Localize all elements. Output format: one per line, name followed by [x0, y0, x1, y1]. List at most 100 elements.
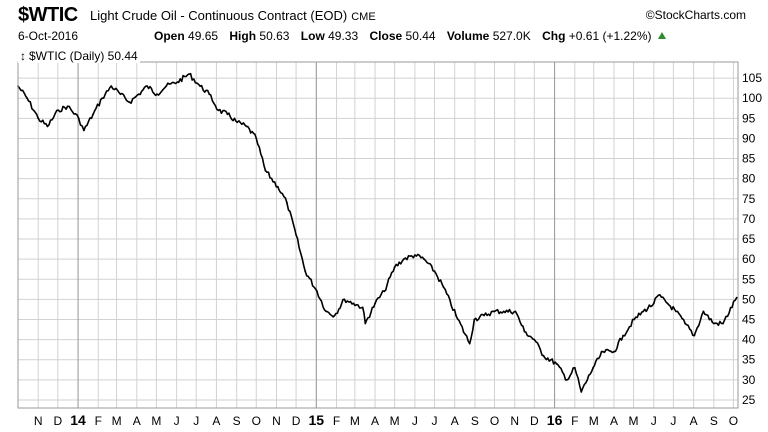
- series-legend: ↕ $WTIC (Daily) 50.44: [18, 49, 140, 63]
- data-point: [374, 302, 376, 305]
- data-point: [226, 113, 229, 116]
- x-tick-label: F: [571, 414, 578, 428]
- data-point: [208, 93, 211, 96]
- y-tick-label: 80: [742, 172, 756, 186]
- data-point: [361, 306, 364, 309]
- x-tick-label: D: [530, 414, 539, 428]
- x-tick-label: M: [390, 414, 400, 428]
- y-tick-label: 45: [742, 312, 756, 326]
- data-point: [414, 254, 416, 256]
- data-point: [702, 310, 705, 313]
- data-point: [684, 322, 686, 325]
- data-point: [592, 366, 594, 369]
- data-point: [542, 354, 545, 357]
- data-point: [146, 85, 149, 87]
- x-tick-label: D: [53, 414, 62, 428]
- data-point: [468, 342, 471, 345]
- y-tick-label: 105: [742, 71, 762, 85]
- data-point: [652, 302, 655, 305]
- data-point: [304, 270, 307, 273]
- x-tick-label: N: [272, 414, 281, 428]
- close-label: Close: [369, 29, 403, 43]
- data-point: [188, 73, 190, 75]
- volume-value: 527.0K: [492, 29, 531, 43]
- data-point: [276, 185, 279, 188]
- x-tick-label: S: [233, 414, 241, 428]
- data-point: [325, 310, 327, 313]
- data-point: [442, 286, 445, 289]
- data-point: [722, 322, 724, 325]
- data-point: [286, 201, 288, 204]
- data-point: [26, 97, 28, 100]
- data-point: [555, 362, 558, 365]
- data-point: [46, 125, 49, 128]
- y-tick-label: 75: [742, 192, 756, 206]
- plot-frame: [17, 61, 739, 409]
- x-tick-label: J: [651, 414, 657, 428]
- data-point: [735, 296, 738, 299]
- data-point: [383, 290, 386, 293]
- y-axis-labels: 25 30 35 40 45 50 55 60 65 70 75 80 85 90 95 100 105: [742, 71, 762, 407]
- data-point: [199, 85, 202, 87]
- data-point: [364, 322, 367, 325]
- x-tick-label: A: [451, 414, 459, 428]
- data-point: [483, 314, 485, 317]
- data-point: [57, 109, 60, 112]
- exchange: CME: [351, 11, 376, 23]
- data-point: [37, 117, 40, 120]
- data-point: [295, 234, 297, 236]
- x-tick-label: M: [112, 414, 122, 428]
- data-point: [352, 302, 355, 305]
- data-point: [77, 117, 80, 120]
- data-point: [493, 310, 496, 313]
- data-point: [514, 310, 517, 313]
- y-tick-label: 35: [742, 353, 756, 367]
- x-tick-label: O: [490, 414, 499, 428]
- y-tick-label: 100: [742, 91, 762, 105]
- x-tick-label: F: [95, 414, 102, 428]
- data-point: [573, 366, 576, 369]
- data-point: [666, 302, 669, 305]
- data-point: [622, 334, 624, 337]
- y-tick-label: 25: [742, 393, 756, 407]
- quote-line: Open 49.65 High 50.63 Low 49.33 Close 50…: [148, 29, 668, 43]
- y-tick-label: 70: [742, 212, 756, 226]
- x-tick-label: 14: [70, 412, 86, 428]
- data-point: [712, 322, 715, 325]
- brand-link[interactable]: ©StockCharts.com: [645, 8, 746, 22]
- x-tick-label: D: [292, 414, 301, 428]
- data-point: [316, 290, 318, 293]
- data-point: [613, 350, 615, 353]
- data-point: [423, 258, 425, 260]
- data-point: [66, 105, 69, 108]
- data-point: [110, 85, 113, 87]
- data-point: [176, 81, 179, 83]
- x-tick-label: M: [629, 414, 639, 428]
- close-value: 50.44: [405, 29, 436, 43]
- y-tick-label: 85: [742, 152, 756, 166]
- year-divider-lines: [77, 62, 556, 408]
- x-tick-label: M: [151, 414, 161, 428]
- data-point: [455, 314, 457, 317]
- x-tick-label: J: [431, 414, 437, 428]
- volume-label: Volume: [446, 29, 490, 43]
- x-tick-label: S: [710, 414, 718, 428]
- data-point: [165, 85, 168, 87]
- low-value: 49.33: [328, 29, 359, 43]
- data-point: [393, 266, 396, 269]
- data-point: [255, 137, 258, 140]
- x-tick-label: J: [412, 414, 418, 428]
- symbol: $WTIC: [18, 4, 78, 26]
- data-point: [657, 294, 660, 297]
- data-point: [566, 378, 568, 381]
- x-tick-label: F: [333, 414, 340, 428]
- data-point: [642, 310, 645, 313]
- legend-text: $WTIC (Daily) 50.44: [29, 49, 138, 63]
- data-point: [119, 93, 122, 96]
- y-tick-label: 55: [742, 272, 756, 286]
- x-tick-label: A: [610, 414, 618, 428]
- data-point: [236, 121, 239, 124]
- chart-header: $WTIC Light Crude Oil - Continuous Contr…: [0, 0, 768, 46]
- x-tick-label: J: [670, 414, 676, 428]
